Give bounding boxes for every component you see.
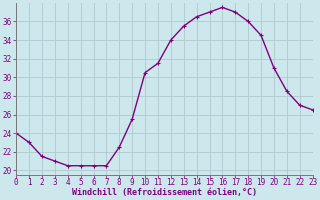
X-axis label: Windchill (Refroidissement éolien,°C): Windchill (Refroidissement éolien,°C) xyxy=(72,188,257,197)
